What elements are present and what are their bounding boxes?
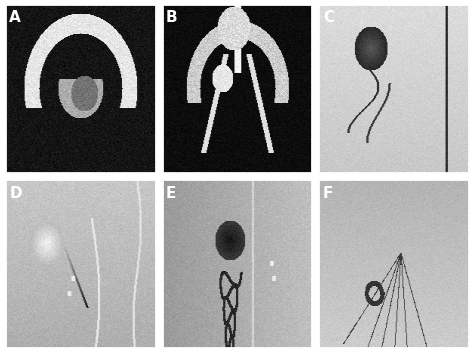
Text: D: D bbox=[9, 186, 22, 201]
Text: E: E bbox=[166, 186, 176, 201]
Text: A: A bbox=[9, 10, 21, 25]
Text: C: C bbox=[323, 10, 334, 25]
Text: F: F bbox=[323, 186, 333, 201]
Text: B: B bbox=[166, 10, 178, 25]
